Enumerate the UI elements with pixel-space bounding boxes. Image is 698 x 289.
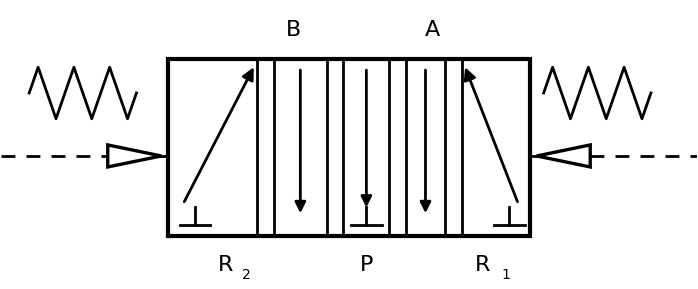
Text: B: B bbox=[285, 20, 301, 40]
Bar bbox=[168, 59, 530, 236]
Text: P: P bbox=[359, 255, 373, 275]
Text: A: A bbox=[425, 20, 440, 40]
Text: 1: 1 bbox=[501, 268, 510, 282]
Text: R: R bbox=[475, 255, 490, 275]
Text: 2: 2 bbox=[242, 268, 251, 282]
Text: R: R bbox=[218, 255, 234, 275]
